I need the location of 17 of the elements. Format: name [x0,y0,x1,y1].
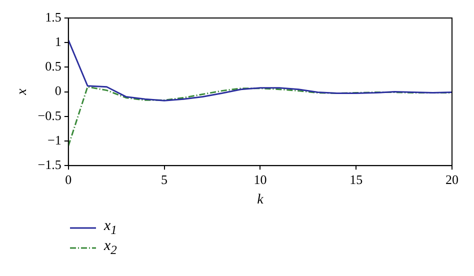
y-tick-label: 1 [54,34,62,50]
x-axis-title: k [257,192,264,208]
legend-label: x$_{1}$ [104,218,117,238]
y-tick-label: −1 [48,132,62,148]
x-tick-label: 20 [446,172,458,187]
y-tick-label: −1.5 [38,157,62,172]
y-tick-label: 1.5 [45,9,62,24]
line-series [68,86,452,147]
x-tick-label: 10 [254,172,267,187]
legend-label: x$_{2}$ [104,238,117,258]
y-tick-label: 0.5 [45,58,62,74]
y-axis-title: x [15,88,30,96]
y-tick-label: −0.5 [38,108,62,123]
x-tick-label: 5 [161,172,168,187]
y-tick-label: 0 [54,83,62,98]
x-tick-label: 15 [350,172,363,187]
x-tick-label: 0 [65,172,72,187]
